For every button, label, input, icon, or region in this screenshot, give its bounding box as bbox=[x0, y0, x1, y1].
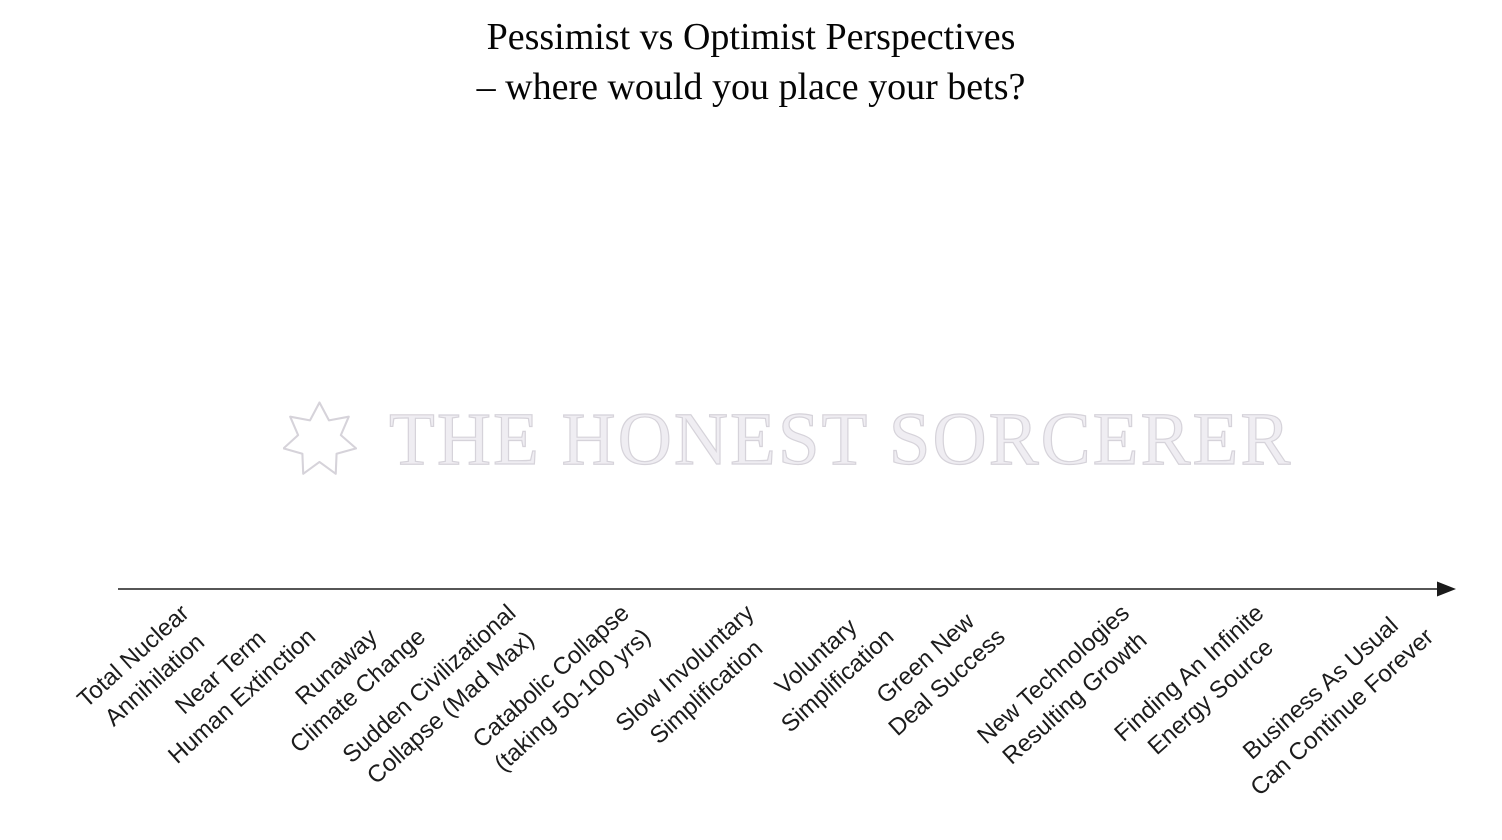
arrowhead-icon bbox=[1437, 581, 1456, 597]
title-line-2: – where would you place your bets? bbox=[476, 66, 1026, 108]
spectrum-axis-arrow bbox=[118, 581, 1456, 597]
seven-pointed-star-icon bbox=[283, 400, 357, 478]
axis-label-voluntary-simplification: Voluntary Simplification bbox=[753, 598, 901, 741]
page-title: Pessimist vs Optimist Perspectives – whe… bbox=[0, 12, 1502, 112]
watermark: THE HONEST SORCERER bbox=[283, 400, 1292, 478]
watermark-text: THE HONEST SORCERER bbox=[388, 397, 1293, 481]
title-line-1: Pessimist vs Optimist Perspectives bbox=[486, 16, 1016, 58]
